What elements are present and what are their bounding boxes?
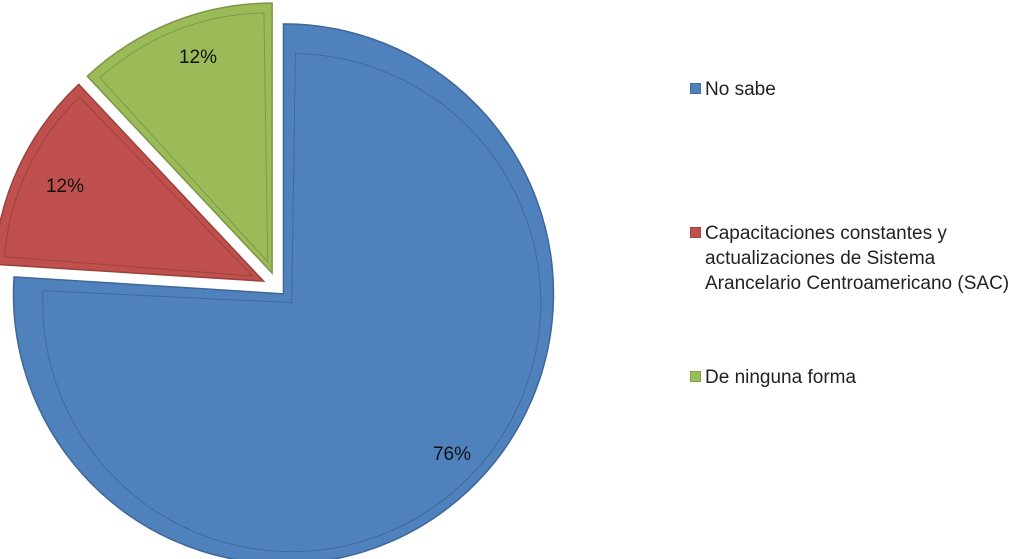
legend-item-capacitaciones: Capacitaciones constantes y actualizacio… [690,221,1025,296]
legend-label: De ninguna forma [705,367,857,388]
legend-swatch-blue [690,83,701,94]
legend-item-de-ninguna-forma: De ninguna forma [690,365,1025,390]
legend-item-no-sabe: No sabe [690,77,1025,102]
legend-swatch-green [690,371,701,382]
pie-slice-bevel-1 [3,96,254,277]
pie-slice-bevel-2 [99,12,269,264]
pie-slice-2 [86,2,273,276]
pie-slice-label-2: 12% [179,47,217,68]
legend-swatch-red [690,227,701,238]
legend-label: Capacitaciones constantes y actualizacio… [705,223,1010,294]
pie-slice-label-0: 76% [433,444,471,465]
pie-slice-1 [0,83,266,283]
pie-slice-bevel-0 [42,53,542,553]
pie-slice-0 [12,23,555,559]
legend-label: No sabe [705,79,776,100]
pie-slice-label-1: 12% [46,176,84,197]
